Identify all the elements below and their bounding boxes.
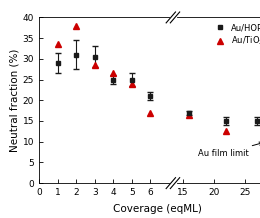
Legend: Au/HOPG, Au/TiO$_2$: Au/HOPG, Au/TiO$_2$: [210, 22, 260, 49]
Text: Au film limit: Au film limit: [198, 142, 260, 158]
Text: Coverage (eqML): Coverage (eqML): [113, 204, 202, 214]
Y-axis label: Neutral fraction (%): Neutral fraction (%): [10, 49, 20, 152]
